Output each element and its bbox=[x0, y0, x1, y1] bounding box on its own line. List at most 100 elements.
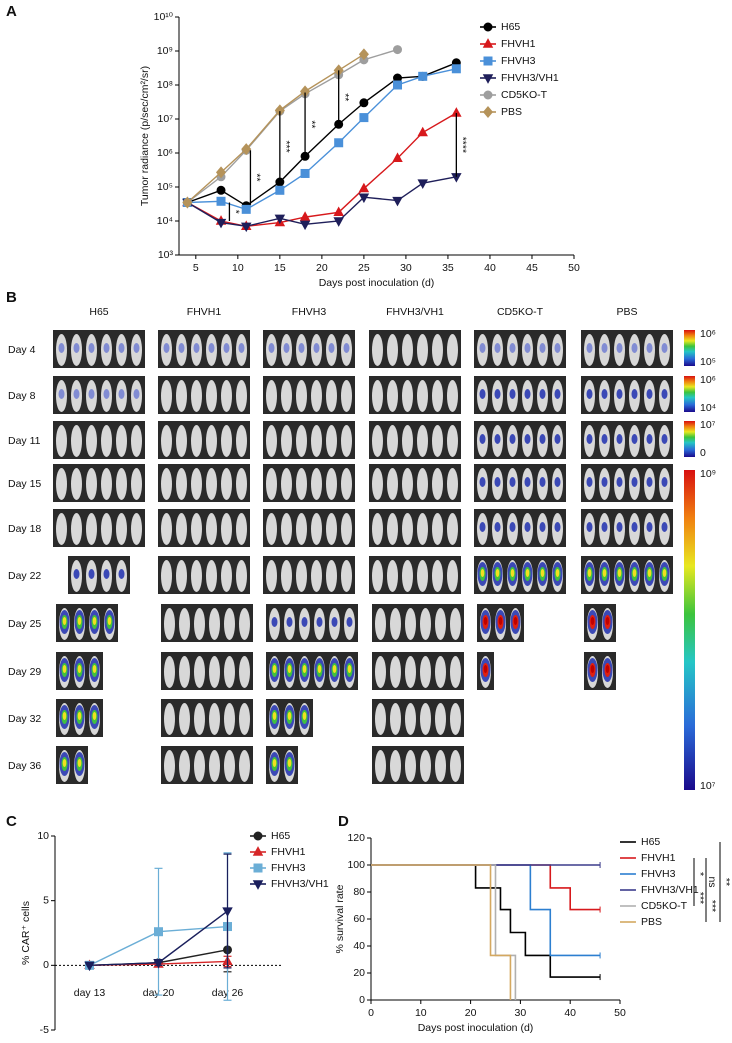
image-strip bbox=[158, 464, 250, 502]
significance-label: *** bbox=[706, 900, 718, 912]
signal-hot bbox=[590, 665, 595, 673]
mouse bbox=[326, 425, 337, 457]
mouse bbox=[402, 513, 413, 545]
mouse bbox=[161, 513, 172, 545]
image-strip bbox=[158, 330, 250, 368]
signal-hot bbox=[62, 617, 67, 625]
mouse bbox=[447, 513, 458, 545]
signal bbox=[661, 343, 668, 353]
image-strip bbox=[161, 746, 253, 784]
mouse bbox=[164, 703, 175, 735]
image-strip bbox=[158, 509, 250, 547]
mouse bbox=[281, 513, 292, 545]
panel-label: C bbox=[6, 813, 17, 830]
mouse bbox=[86, 513, 97, 545]
signal bbox=[73, 569, 80, 579]
image-strip bbox=[263, 509, 355, 547]
mouse bbox=[375, 750, 386, 782]
signal-hot bbox=[92, 665, 97, 673]
signal bbox=[524, 522, 531, 532]
mouse bbox=[341, 560, 352, 592]
mouse bbox=[387, 468, 398, 500]
signal-hot bbox=[92, 617, 97, 625]
signal-hot bbox=[62, 665, 67, 673]
significance-label: *** bbox=[694, 892, 706, 904]
legend-label: H65 bbox=[271, 830, 290, 842]
mouse bbox=[432, 425, 443, 457]
signal-hot bbox=[480, 569, 485, 577]
mouse bbox=[296, 468, 307, 500]
image-strip bbox=[474, 376, 566, 414]
signal bbox=[494, 389, 501, 399]
signal bbox=[646, 434, 653, 444]
marker bbox=[451, 64, 461, 74]
significance-label: ** bbox=[305, 120, 317, 128]
y-tick-label: 10⁷ bbox=[158, 113, 174, 125]
y-tick-label: 80 bbox=[353, 886, 365, 898]
signal bbox=[646, 477, 653, 487]
significance-label: * bbox=[694, 872, 706, 876]
marker bbox=[253, 831, 263, 841]
mouse bbox=[221, 380, 232, 412]
mouse bbox=[161, 380, 172, 412]
marker bbox=[483, 56, 493, 66]
x-tick-label: 15 bbox=[274, 262, 286, 274]
legend-label: FHVH3 bbox=[641, 868, 676, 880]
mouse bbox=[239, 703, 250, 735]
mouse bbox=[206, 513, 217, 545]
mouse bbox=[372, 334, 383, 366]
signal bbox=[661, 434, 668, 444]
color-scale-label: 10⁵ bbox=[700, 356, 716, 368]
signal bbox=[539, 434, 546, 444]
mouse bbox=[417, 513, 428, 545]
signal-hot bbox=[555, 569, 560, 577]
signal bbox=[509, 389, 516, 399]
legend-label: FHVH1 bbox=[501, 38, 536, 50]
marker bbox=[392, 152, 403, 162]
marker bbox=[215, 166, 227, 179]
signal bbox=[661, 477, 668, 487]
signal bbox=[313, 343, 320, 353]
image-strip bbox=[372, 746, 464, 784]
mouse bbox=[447, 560, 458, 592]
signal bbox=[554, 343, 561, 353]
signal bbox=[601, 343, 608, 353]
signal bbox=[73, 389, 80, 399]
mouse bbox=[179, 750, 190, 782]
marker bbox=[482, 38, 494, 48]
image-strip bbox=[474, 464, 566, 502]
image-strip bbox=[474, 556, 566, 594]
legend-label: PBS bbox=[641, 916, 662, 928]
mouse bbox=[387, 380, 398, 412]
mouse bbox=[239, 750, 250, 782]
mouse bbox=[341, 468, 352, 500]
marker bbox=[252, 880, 264, 890]
marker bbox=[417, 179, 428, 189]
mouse bbox=[281, 468, 292, 500]
mouse bbox=[236, 513, 247, 545]
marker bbox=[252, 846, 264, 856]
marker bbox=[222, 907, 233, 917]
legend-label: CD5KO-T bbox=[641, 900, 688, 912]
mouse bbox=[435, 703, 446, 735]
signal bbox=[118, 569, 125, 579]
image-strip bbox=[474, 421, 566, 459]
signal-hot bbox=[495, 569, 500, 577]
signal-hot bbox=[77, 665, 82, 673]
legend-label: FHVH1 bbox=[271, 846, 306, 858]
y-tick-label: -5 bbox=[40, 1024, 49, 1036]
mouse bbox=[432, 380, 443, 412]
color-scale-label: 10⁶ bbox=[700, 374, 716, 386]
mouse bbox=[405, 750, 416, 782]
signal bbox=[328, 343, 335, 353]
signal-hot bbox=[662, 569, 667, 577]
mouse bbox=[224, 656, 235, 688]
marker bbox=[392, 196, 403, 207]
significance-label: ns bbox=[706, 876, 718, 887]
signal bbox=[479, 389, 486, 399]
signal-hot bbox=[483, 617, 488, 625]
mouse bbox=[311, 468, 322, 500]
image-strip bbox=[372, 604, 464, 642]
image-strip bbox=[266, 604, 358, 642]
mouse bbox=[375, 656, 386, 688]
